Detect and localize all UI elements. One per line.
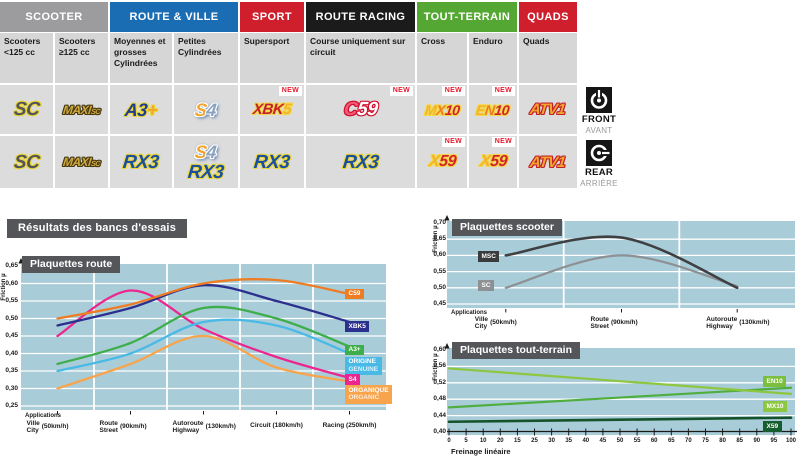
new-badge: NEW: [441, 137, 465, 148]
series-line-en10: [447, 367, 793, 395]
series-line-a3-: [56, 305, 351, 366]
subcategory-header: Scooters ≥125 cc: [55, 33, 108, 83]
series-line-s4: [56, 289, 351, 380]
product-cell-front: EN10 NEW: [469, 85, 517, 134]
series-line-mx10: [447, 386, 793, 409]
brake-disc-rear-icon: [586, 140, 612, 166]
new-badge: NEW: [278, 86, 302, 97]
series-line-sc: [504, 254, 739, 289]
new-badge: NEW: [441, 86, 465, 97]
section-title-banner: Résultats des bancs d'essais: [7, 219, 188, 238]
subcategory-header: Petites Cylindrées: [174, 33, 238, 83]
axle-label-en-front: FRONT: [581, 114, 617, 125]
product-cell-front: MAXISC: [55, 85, 108, 134]
subcategory-header: Moyennes et grosses Cylindrées: [110, 33, 172, 83]
subcategory-header: Cross: [417, 33, 467, 83]
subcategory-header: Course uniquement sur circuit: [306, 33, 415, 83]
product-cell-front: XBK5 NEW: [240, 85, 304, 134]
product-cell-rear: RX3: [110, 136, 172, 188]
series-line-x59: [447, 416, 793, 424]
subcategory-header: Quads: [519, 33, 577, 83]
product-cell-rear: RX3: [306, 136, 415, 188]
product-cell-rear: RX3: [240, 136, 304, 188]
series-line-c59: [56, 278, 351, 320]
product-cell-rear: SC: [0, 136, 53, 188]
series-line-msc: [504, 235, 739, 290]
new-badge: NEW: [389, 86, 413, 97]
axle-block-front: FRONT AVANT: [572, 87, 626, 136]
subcategory-header: Supersport: [240, 33, 304, 83]
scooter-plot-bg: [447, 221, 795, 308]
axle-label-fr-rear: ARRIÈRE: [580, 178, 618, 188]
axle-label-fr-front: AVANT: [585, 125, 613, 135]
new-badge: NEW: [491, 86, 515, 97]
category-header: SPORT: [240, 2, 304, 32]
y-axis-arrow: [18, 258, 24, 264]
product-cell-rear: ATV1: [519, 136, 577, 188]
y-axis-arrow: [444, 215, 450, 221]
new-badge: NEW: [491, 137, 515, 148]
brake-disc-front-icon: [586, 87, 612, 113]
product-cell-rear: X59 NEW: [417, 136, 467, 188]
product-matrix: SCOOTER ROUTE & VILLE SPORT ROUTE RACING TOU…: [0, 0, 660, 200]
product-cell-rear: MAXISC: [55, 136, 108, 188]
category-header: ROUTE & VILLE: [110, 2, 238, 32]
axle-label-en-rear: REAR: [584, 167, 614, 178]
product-cell-rear: X59 NEW: [469, 136, 517, 188]
product-cell-rear: S4 RX3: [174, 136, 238, 188]
subcategory-header: Enduro: [469, 33, 517, 83]
category-header: SCOOTER: [0, 2, 108, 32]
category-header: ROUTE RACING: [306, 2, 415, 32]
product-cell-front: SC: [0, 85, 53, 134]
product-cell-front: A3+: [110, 85, 172, 134]
axle-block-rear: REAR ARRIÈRE: [572, 140, 626, 189]
product-cell-front: MX10 NEW: [417, 85, 467, 134]
series-line-xbk5: [56, 284, 351, 327]
category-header: TOUT-TERRAIN: [417, 2, 517, 32]
series-line-origine-genuine: [56, 318, 351, 373]
y-axis-arrow: [444, 343, 450, 349]
product-cell-front: S4: [174, 85, 238, 134]
product-cell-front: ATV1: [519, 85, 577, 134]
product-cell-front: C59 NEW: [306, 85, 415, 134]
category-header: QUADS: [519, 2, 577, 32]
subcategory-header: Scooters <125 cc: [0, 33, 53, 83]
series-line-organique-organic: [56, 334, 351, 390]
